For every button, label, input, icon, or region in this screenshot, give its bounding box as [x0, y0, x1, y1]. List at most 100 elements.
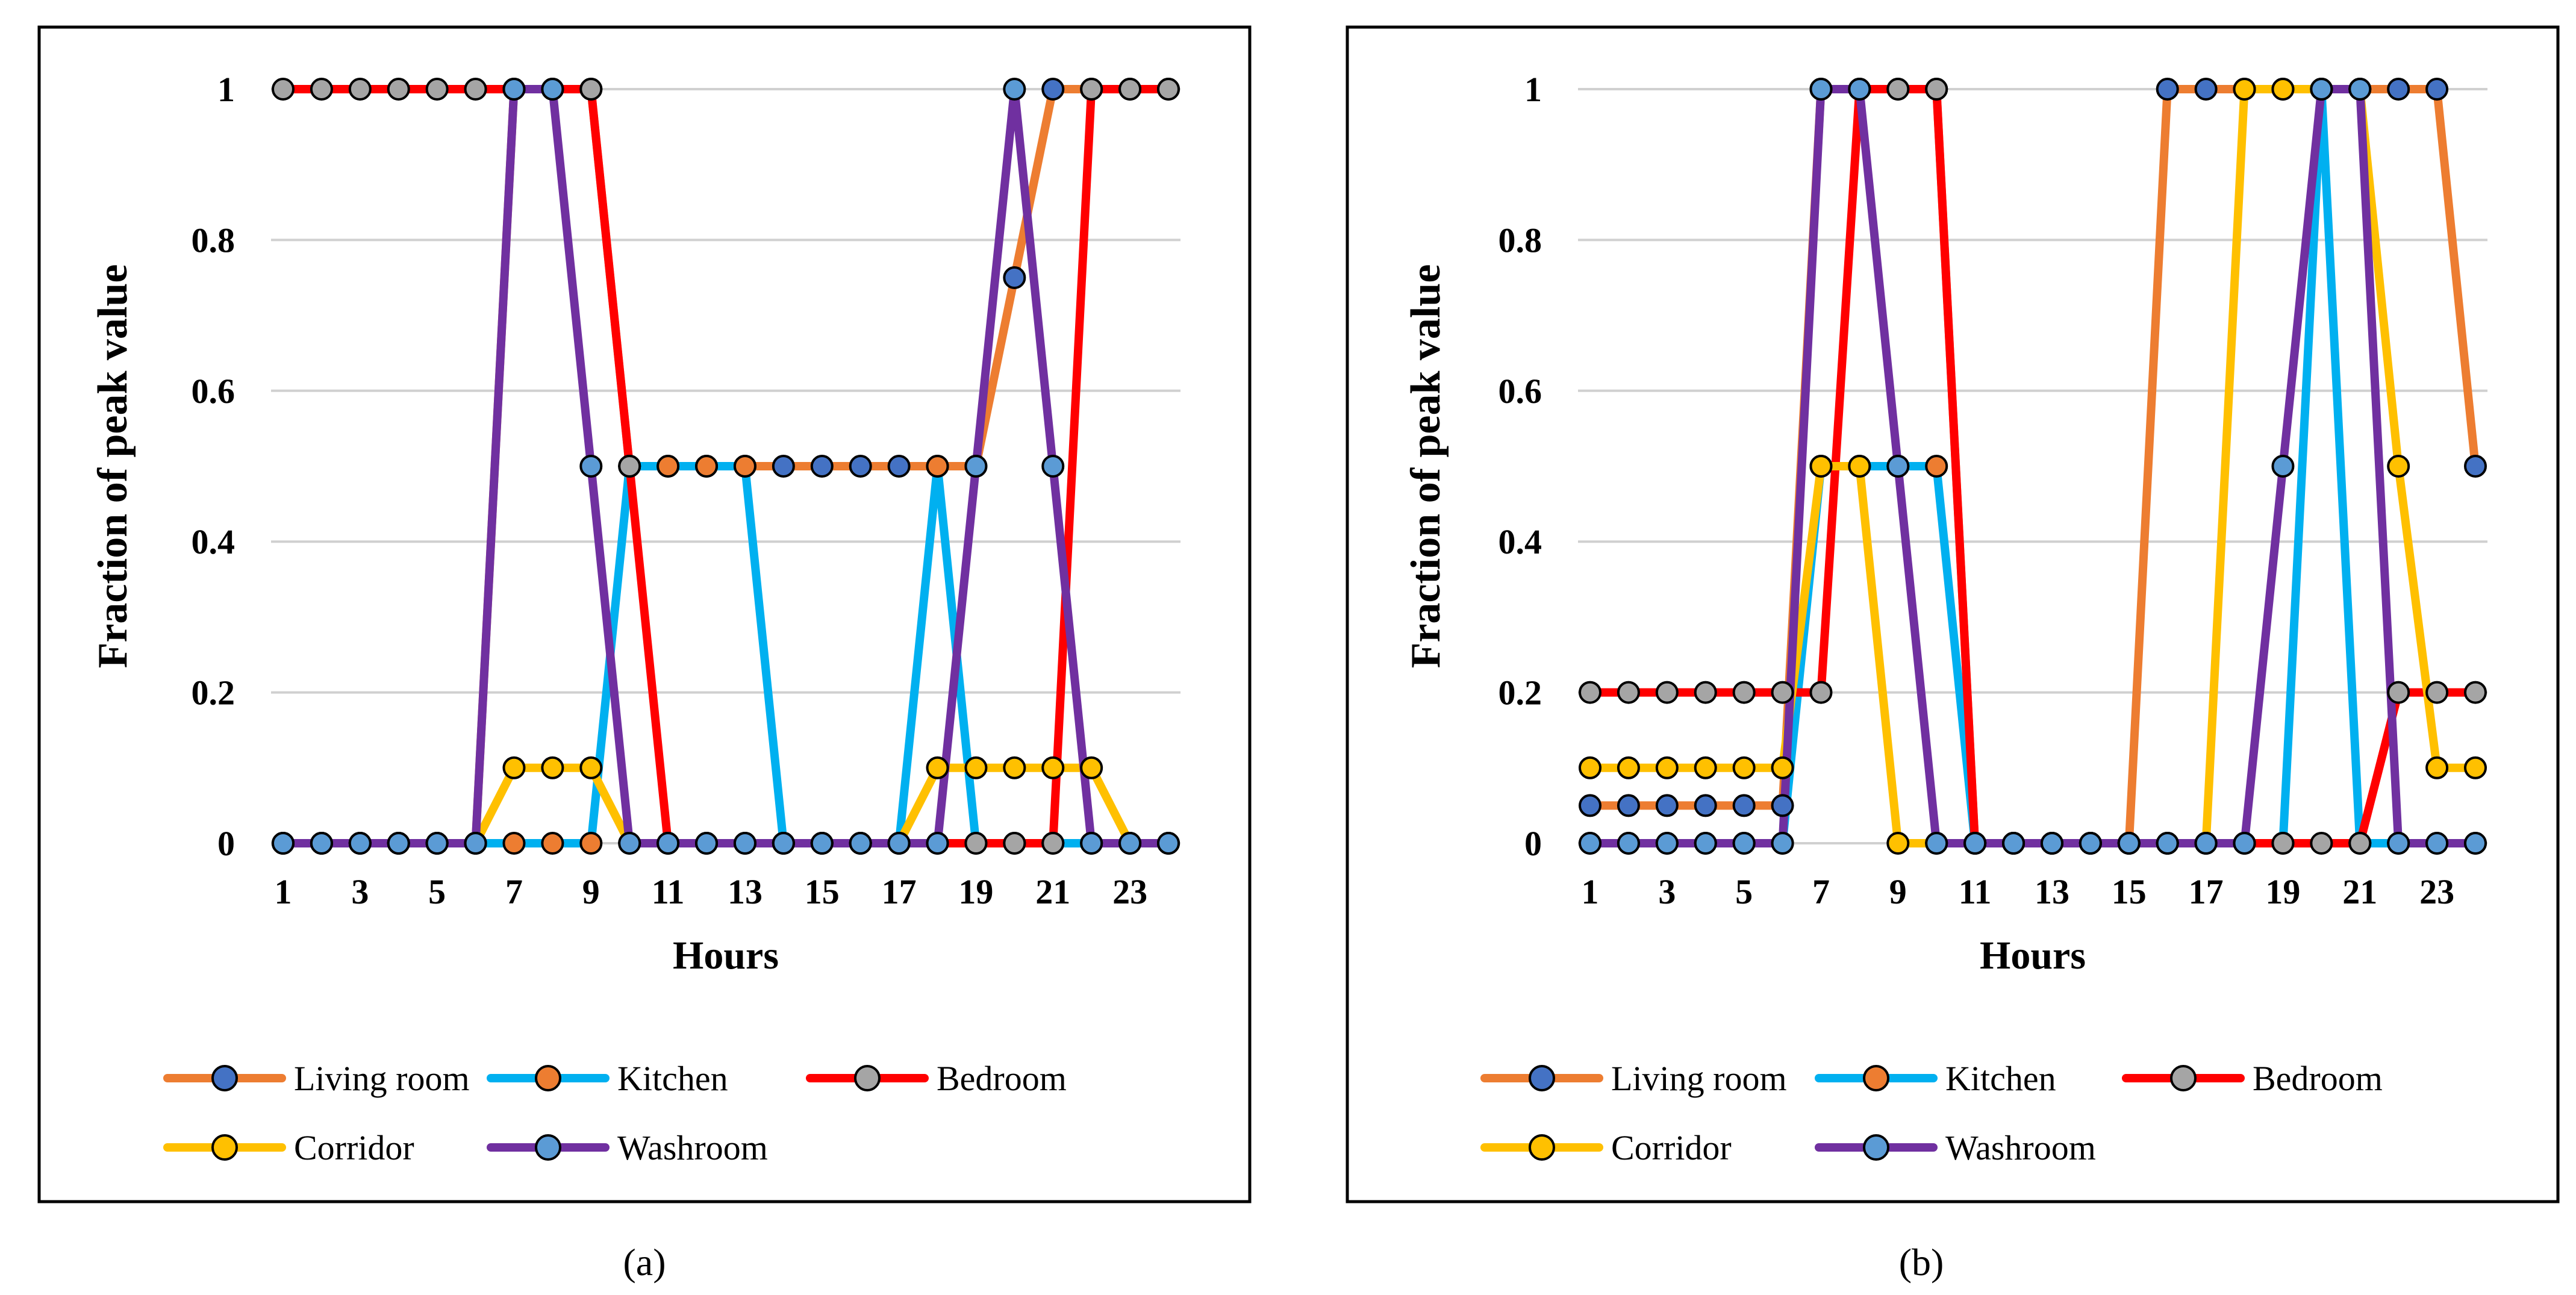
data-point-washroom	[1694, 832, 1717, 855]
data-point-bedroom	[1732, 681, 1756, 704]
data-point-washroom	[464, 832, 487, 855]
data-point-washroom	[2040, 832, 2063, 855]
data-point-washroom	[1003, 78, 1026, 101]
data-point-bedroom	[1579, 681, 1601, 704]
data-point-washroom	[2194, 832, 2218, 855]
data-point-living-room	[1617, 794, 1640, 817]
y-tick-label: 0.6	[192, 372, 235, 411]
data-point-living-room	[1003, 266, 1026, 289]
data-point-corridor	[1617, 756, 1640, 779]
x-tick-label: 1	[275, 872, 292, 911]
x-tick-label: 17	[882, 872, 917, 911]
data-point-washroom	[502, 78, 526, 101]
data-point-washroom	[1579, 832, 1601, 855]
y-tick-label: 0.8	[192, 220, 235, 260]
data-point-washroom	[1041, 455, 1065, 478]
data-point-bedroom	[1655, 681, 1679, 704]
data-point-washroom	[772, 832, 795, 855]
data-point-washroom	[2117, 832, 2141, 855]
x-axis-label: Hours	[673, 934, 779, 978]
data-point-bedroom	[618, 455, 641, 478]
data-point-living-room	[2156, 78, 2179, 101]
data-point-bedroom	[348, 78, 372, 101]
legend-label-corridor: Corridor	[1611, 1128, 1732, 1167]
data-point-washroom	[541, 78, 564, 101]
legend-marker-corridor	[211, 1134, 238, 1161]
legend-marker-bedroom	[2170, 1065, 2197, 1091]
data-point-washroom	[310, 832, 333, 855]
y-tick-label: 0.4	[1499, 522, 1542, 561]
data-point-bedroom	[1118, 78, 1142, 101]
x-tick-label: 23	[1112, 872, 1147, 911]
data-point-bedroom	[310, 78, 333, 101]
data-point-washroom	[1080, 832, 1103, 855]
data-point-corridor	[1771, 756, 1794, 779]
data-point-living-room	[1732, 794, 1756, 817]
legend-label-living-room: Living room	[1611, 1059, 1787, 1098]
data-point-bedroom	[1157, 78, 1180, 101]
data-point-living-room	[849, 455, 872, 478]
data-point-bedroom	[1041, 832, 1065, 855]
legend-label-washroom: Washroom	[1945, 1128, 2096, 1167]
data-point-corridor	[1886, 832, 1910, 855]
data-point-washroom	[2464, 832, 2487, 855]
data-point-washroom	[733, 832, 756, 855]
x-tick-label: 5	[1735, 872, 1753, 911]
data-point-washroom	[2002, 832, 2026, 855]
data-point-bedroom	[2464, 681, 2487, 704]
data-point-bedroom	[1771, 681, 1794, 704]
data-point-washroom	[695, 832, 719, 855]
legend-label-washroom: Washroom	[617, 1128, 768, 1167]
legend-label-bedroom: Bedroom	[2253, 1059, 2383, 1098]
data-point-kitchen	[579, 832, 603, 855]
data-point-corridor	[1003, 756, 1026, 779]
legend-marker-kitchen	[535, 1065, 561, 1091]
legend-label-kitchen: Kitchen	[1945, 1059, 2056, 1098]
x-tick-label: 21	[1035, 872, 1070, 911]
data-point-washroom	[2310, 78, 2333, 101]
y-tick-label: 0.4	[192, 522, 235, 561]
data-point-washroom	[2233, 832, 2256, 855]
x-tick-label: 1	[1582, 872, 1599, 911]
data-point-bedroom	[2271, 832, 2295, 855]
data-point-bedroom	[1080, 78, 1103, 101]
data-point-corridor	[1579, 756, 1601, 779]
data-point-bedroom	[464, 78, 487, 101]
data-point-washroom	[425, 832, 449, 855]
legend-label-kitchen: Kitchen	[617, 1059, 728, 1098]
legend-label-bedroom: Bedroom	[937, 1059, 1067, 1098]
y-tick-label: 0.6	[1499, 372, 1542, 411]
data-point-kitchen	[1925, 455, 1948, 478]
y-axis-label: Fraction of peak value	[1403, 264, 1449, 669]
data-point-corridor	[541, 756, 564, 779]
data-point-living-room	[772, 455, 795, 478]
data-point-washroom	[656, 832, 680, 855]
y-tick-label: 0.8	[1499, 220, 1542, 260]
y-tick-label: 1	[217, 70, 235, 109]
data-point-corridor	[579, 756, 603, 779]
data-point-kitchen	[502, 832, 526, 855]
data-point-bedroom	[1694, 681, 1717, 704]
data-point-living-room	[1655, 794, 1679, 817]
data-point-washroom	[1118, 832, 1142, 855]
x-tick-label: 19	[2265, 872, 2300, 911]
y-tick-label: 0.2	[192, 673, 235, 713]
data-point-washroom	[1732, 832, 1756, 855]
data-point-washroom	[387, 832, 410, 855]
y-tick-label: 0	[1524, 824, 1542, 863]
legend-marker-living-room	[211, 1065, 238, 1091]
data-point-kitchen	[733, 455, 756, 478]
data-point-washroom	[2079, 832, 2102, 855]
x-tick-label: 7	[505, 872, 523, 911]
x-tick-label: 3	[1658, 872, 1676, 911]
data-point-washroom	[964, 455, 988, 478]
data-point-corridor	[1732, 756, 1756, 779]
x-tick-label: 13	[2035, 872, 2069, 911]
data-point-corridor	[2425, 756, 2449, 779]
legend-marker-kitchen	[1863, 1065, 1889, 1091]
data-point-washroom	[926, 832, 949, 855]
data-point-living-room	[887, 455, 911, 478]
data-point-washroom	[1886, 455, 1910, 478]
data-point-bedroom	[2310, 832, 2333, 855]
